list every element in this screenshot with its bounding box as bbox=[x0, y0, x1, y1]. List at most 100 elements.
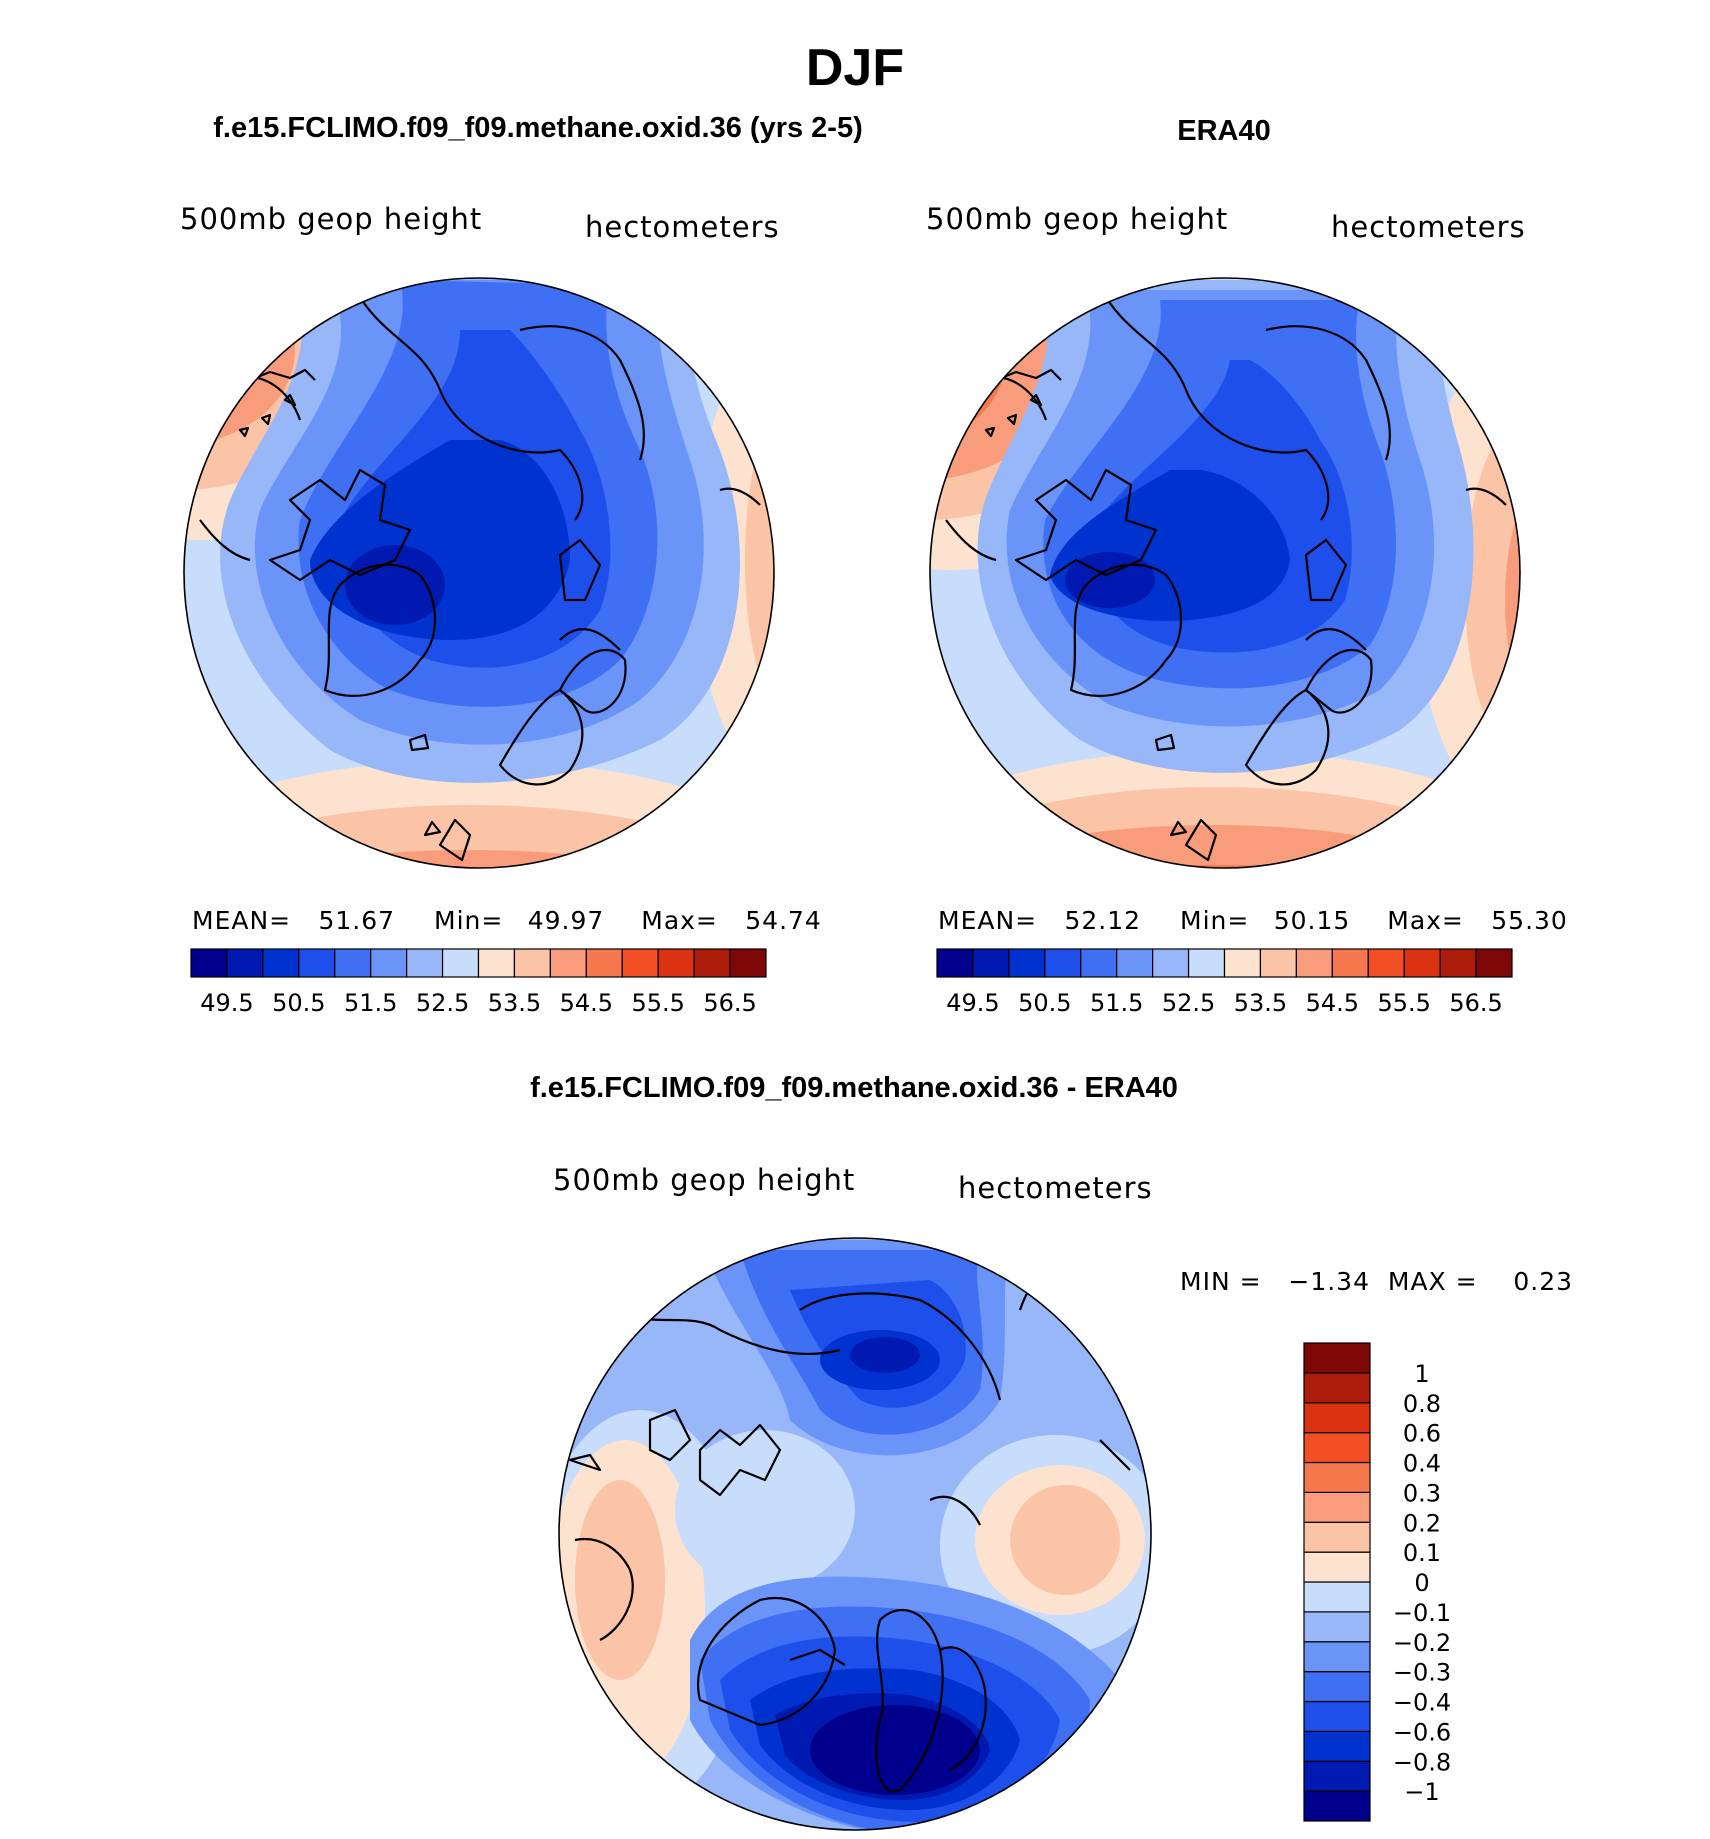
model-units-label: hectometers bbox=[585, 210, 780, 244]
diff-colorbar-tick: −1 bbox=[1404, 1778, 1439, 1806]
diff-colorbar-box bbox=[1303, 1551, 1371, 1583]
model-colorbar: 49.5 50.5 51.5 52.5 53.5 54.5 55.5 56.5 bbox=[190, 948, 767, 1017]
obs-colorbar-tick: 52.5 bbox=[1162, 989, 1215, 1017]
obs-colorbar-box bbox=[936, 948, 974, 978]
model-colorbar-box bbox=[693, 948, 731, 978]
obs-colorbar-tick: 54.5 bbox=[1306, 989, 1359, 1017]
obs-colorbar: 49.5 50.5 51.5 52.5 53.5 54.5 55.5 56.5 bbox=[936, 948, 1513, 1017]
diff-colorbar-tick: 0.2 bbox=[1403, 1509, 1441, 1537]
obs-min-value: 50.15 bbox=[1273, 906, 1351, 935]
obs-colorbar-box bbox=[1475, 948, 1513, 978]
obs-colorbar-box bbox=[1259, 948, 1297, 978]
diff-panel-title: f.e15.FCLIMO.f09_f09.methane.oxid.36 - E… bbox=[530, 1072, 1178, 1104]
model-max-label: Max= bbox=[641, 906, 718, 935]
obs-colorbar-box bbox=[1187, 948, 1226, 978]
diff-colorbar-box bbox=[1303, 1730, 1371, 1762]
obs-colorbar-box bbox=[1403, 948, 1441, 978]
obs-colorbar-box bbox=[1044, 948, 1082, 978]
obs-colorbar-box bbox=[1223, 948, 1262, 978]
diff-colorbar-box bbox=[1303, 1372, 1371, 1404]
diff-colorbar-tick: 0.4 bbox=[1403, 1450, 1441, 1478]
model-colorbar-box bbox=[657, 948, 695, 978]
diff-colorbar-box bbox=[1303, 1790, 1371, 1822]
model-colorbar-tick: 55.5 bbox=[631, 989, 684, 1017]
obs-colorbar-box bbox=[1331, 948, 1369, 978]
model-min-value: 49.97 bbox=[527, 906, 605, 935]
model-colorbar-box bbox=[441, 948, 480, 978]
model-mean-label: MEAN= bbox=[192, 906, 292, 935]
model-colorbar-tick: 51.5 bbox=[344, 989, 397, 1017]
diff-colorbar-box bbox=[1303, 1760, 1371, 1792]
model-colorbar-box bbox=[549, 948, 587, 978]
obs-colorbar-box bbox=[1152, 948, 1190, 978]
obs-colorbar-tick: 51.5 bbox=[1090, 989, 1143, 1017]
model-colorbar-box bbox=[262, 948, 300, 978]
model-colorbar-tick: 50.5 bbox=[272, 989, 325, 1017]
model-mean-value: 51.67 bbox=[318, 906, 396, 935]
obs-map bbox=[929, 277, 1521, 869]
obs-max-value: 55.30 bbox=[1491, 906, 1568, 935]
model-min-label: Min= bbox=[434, 906, 504, 935]
model-map bbox=[183, 277, 775, 869]
obs-colorbar-tick: 50.5 bbox=[1018, 989, 1071, 1017]
obs-colorbar-box bbox=[972, 948, 1010, 978]
diff-colorbar-box bbox=[1303, 1461, 1371, 1493]
model-colorbar-box bbox=[298, 948, 336, 978]
diff-colorbar-box bbox=[1303, 1700, 1371, 1732]
diff-colorbar-box bbox=[1303, 1671, 1371, 1703]
diff-colorbar-tick: 0.6 bbox=[1403, 1420, 1441, 1448]
model-colorbar-box bbox=[406, 948, 444, 978]
diff-variable-label: 500mb geop height bbox=[553, 1163, 856, 1197]
obs-colorbar-tick: 49.5 bbox=[946, 989, 999, 1017]
obs-colorbar-box bbox=[1116, 948, 1154, 978]
diff-colorbar-tick: 1 bbox=[1414, 1360, 1429, 1388]
diff-colorbar-box bbox=[1303, 1432, 1371, 1464]
model-colorbar-box bbox=[621, 948, 659, 978]
model-colorbar-tick: 53.5 bbox=[488, 989, 541, 1017]
obs-units-label: hectometers bbox=[1331, 210, 1526, 244]
diff-colorbar-box bbox=[1303, 1641, 1371, 1673]
obs-colorbar-tick: 55.5 bbox=[1377, 989, 1430, 1017]
diff-colorbar-box bbox=[1303, 1611, 1371, 1643]
obs-colorbar-box bbox=[1080, 948, 1118, 978]
diff-colorbar-tick: −0.2 bbox=[1393, 1629, 1451, 1657]
model-variable-label: 500mb geop height bbox=[180, 202, 483, 236]
model-colorbar-box bbox=[585, 948, 623, 978]
figure-title: DJF bbox=[805, 39, 905, 97]
obs-panel-title: ERA40 bbox=[1177, 115, 1271, 147]
obs-colorbar-box bbox=[1439, 948, 1477, 978]
model-colorbar-box bbox=[477, 948, 516, 978]
diff-minmax: MIN = −1.34 MAX = 0.23 bbox=[1180, 1267, 1574, 1296]
diff-colorbar-tick: 0 bbox=[1414, 1569, 1429, 1597]
model-colorbar-box bbox=[334, 948, 372, 978]
model-colorbar-tick: 52.5 bbox=[416, 989, 469, 1017]
diff-colorbar-tick: −0.1 bbox=[1393, 1599, 1451, 1627]
obs-variable-label: 500mb geop height bbox=[926, 202, 1229, 236]
diff-map bbox=[558, 1237, 1152, 1831]
model-colorbar-tick: 54.5 bbox=[560, 989, 613, 1017]
obs-colorbar-tick: 53.5 bbox=[1234, 989, 1287, 1017]
diff-colorbar-tick: −0.4 bbox=[1393, 1689, 1451, 1717]
diff-colorbar: −1−0.8−0.6−0.4−0.3−0.2−0.100.10.20.30.40… bbox=[1303, 1342, 1451, 1822]
model-colorbar-tick: 56.5 bbox=[703, 989, 756, 1017]
model-colorbar-box bbox=[370, 948, 408, 978]
model-colorbar-tick: 49.5 bbox=[200, 989, 253, 1017]
obs-colorbar-box bbox=[1295, 948, 1333, 978]
diff-colorbar-tick: 0.1 bbox=[1403, 1539, 1441, 1567]
obs-min-label: Min= bbox=[1180, 906, 1250, 935]
diff-colorbar-tick: 0.3 bbox=[1403, 1479, 1441, 1507]
model-max-value: 54.74 bbox=[745, 906, 822, 935]
model-colorbar-box bbox=[729, 948, 767, 978]
obs-mean-value: 52.12 bbox=[1064, 906, 1142, 935]
obs-colorbar-box bbox=[1367, 948, 1405, 978]
diff-colorbar-box bbox=[1303, 1491, 1371, 1523]
model-colorbar-box bbox=[190, 948, 228, 978]
diff-units-label: hectometers bbox=[958, 1171, 1153, 1205]
obs-stats: MEAN= 52.12 Min= 50.15 Max= 55.30 bbox=[938, 906, 1568, 935]
obs-colorbar-tick: 56.5 bbox=[1449, 989, 1502, 1017]
obs-max-label: Max= bbox=[1387, 906, 1464, 935]
diff-colorbar-box bbox=[1303, 1581, 1371, 1613]
diff-colorbar-tick: −0.6 bbox=[1393, 1718, 1451, 1746]
obs-colorbar-box bbox=[1008, 948, 1046, 978]
